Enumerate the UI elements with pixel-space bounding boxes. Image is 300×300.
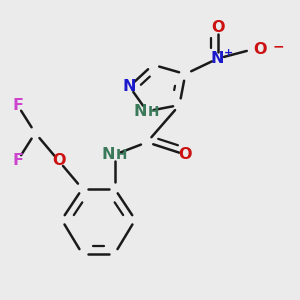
Text: H: H [116,148,127,162]
Text: O: O [178,147,192,162]
Text: O: O [52,153,65,168]
Text: N: N [123,79,136,94]
Text: H: H [148,105,159,119]
Text: −: − [272,39,284,53]
Text: O: O [253,42,267,57]
Text: +: + [224,48,233,58]
Text: N: N [211,51,224,66]
Text: N: N [134,104,147,119]
Text: F: F [12,153,23,168]
Text: O: O [211,20,224,35]
Text: N: N [102,147,115,162]
Text: F: F [12,98,23,112]
